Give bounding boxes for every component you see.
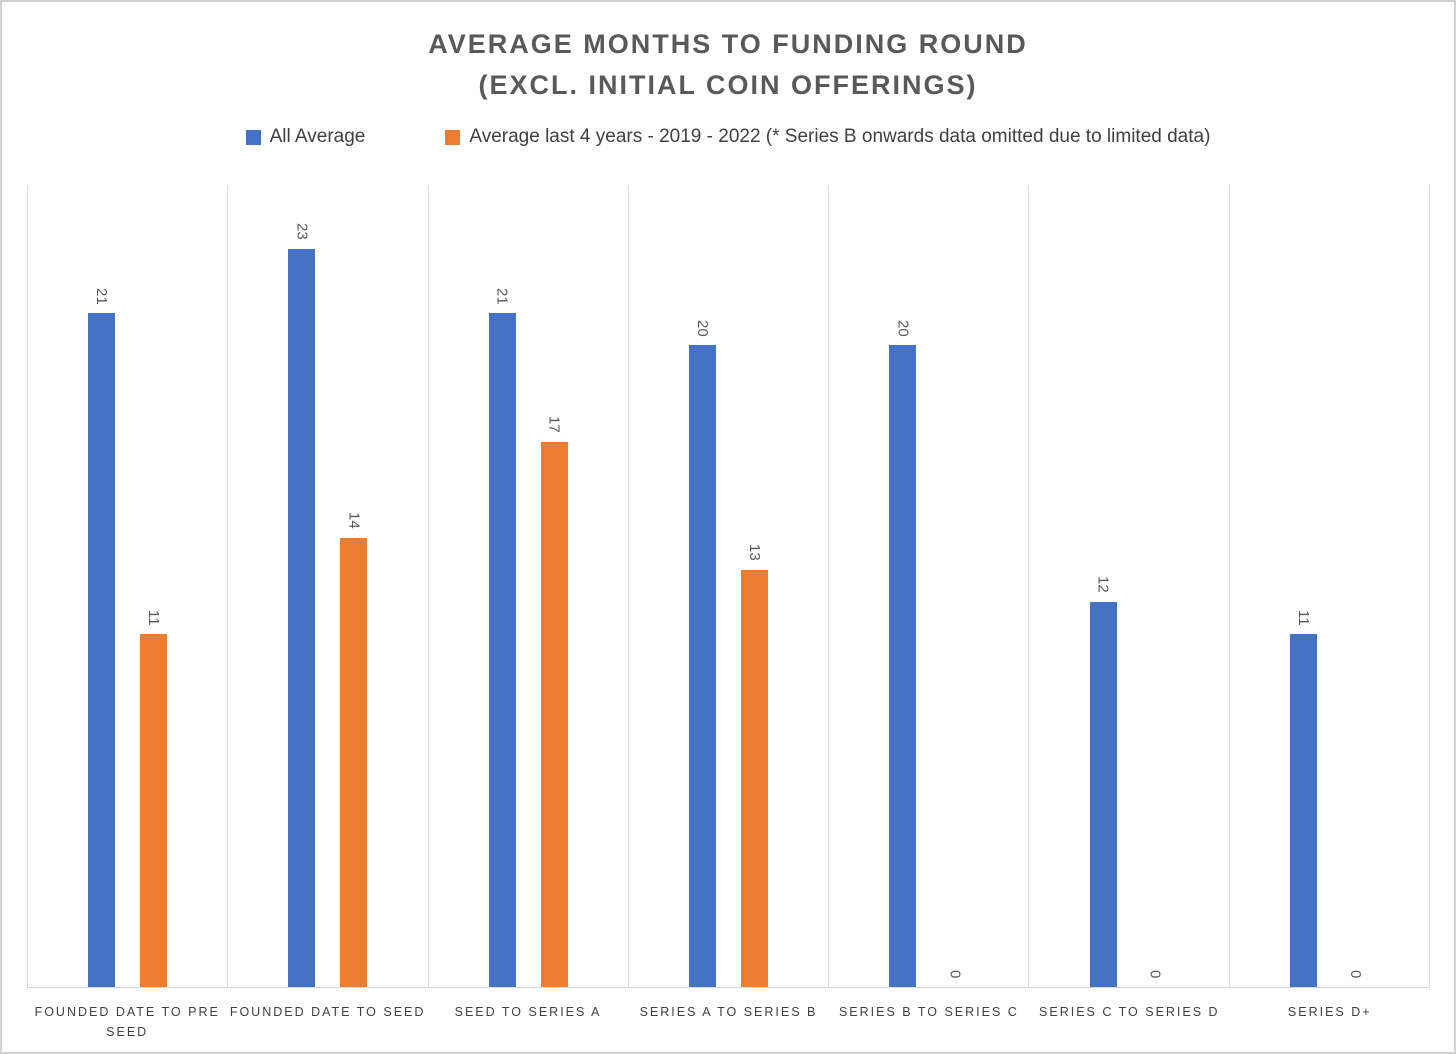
legend-label: Average last 4 years - 2019 - 2022 (* Se… bbox=[469, 126, 1211, 147]
bar-slot: 17 bbox=[540, 185, 568, 987]
x-axis-category-label: SERIES B TO SERIES C bbox=[829, 988, 1029, 1042]
x-axis-category-label-text: SERIES B TO SERIES C bbox=[838, 1005, 1019, 1019]
bar-value-label: 0 bbox=[1346, 969, 1364, 978]
x-axis-category-label: SERIES C TO SERIES D bbox=[1029, 988, 1229, 1042]
bar bbox=[540, 441, 568, 987]
bar bbox=[1089, 602, 1117, 987]
bar-value-label: 13 bbox=[745, 544, 763, 561]
bar-value-label: 20 bbox=[693, 319, 711, 337]
bar-slot: 12 bbox=[1089, 185, 1117, 987]
x-axis-category-label: FOUNDED DATE TO PRE SEED bbox=[27, 988, 227, 1042]
bar-slot: 21 bbox=[488, 185, 516, 987]
x-axis-category-label-text: SERIES C TO SERIES D bbox=[1039, 1005, 1220, 1019]
bar-value-label: 0 bbox=[946, 969, 964, 978]
bar-slot: 0 bbox=[1142, 185, 1169, 987]
chart-title-line1: AVERAGE MONTHS TO FUNDING ROUND bbox=[428, 29, 1028, 59]
bar-slot: 23 bbox=[288, 185, 316, 987]
bar-value-label: 21 bbox=[93, 287, 111, 305]
x-axis-category-label-text: FOUNDED DATE TO PRE SEED bbox=[34, 1005, 220, 1039]
category-group: 23 14 bbox=[227, 185, 427, 987]
bar-value-label: 11 bbox=[145, 609, 163, 626]
bar-slot: 20 bbox=[889, 185, 917, 987]
bar bbox=[140, 634, 168, 987]
bar-value-label: 21 bbox=[493, 287, 511, 305]
bar-slot: 21 bbox=[88, 185, 116, 987]
category-group: 21 17 bbox=[427, 185, 628, 987]
x-axis-category-label: SERIES D+ bbox=[1230, 988, 1430, 1042]
legend-item-series-0: All Average bbox=[245, 126, 366, 148]
bar-slot: 11 bbox=[1289, 185, 1317, 987]
bar-slot: 0 bbox=[1342, 185, 1369, 987]
bar-value-label: 20 bbox=[894, 319, 912, 337]
bar bbox=[889, 345, 917, 987]
bar-value-label: 11 bbox=[1294, 609, 1312, 626]
bar-value-label: 17 bbox=[545, 415, 563, 433]
x-axis-category-label-text: SERIES A TO SERIES B bbox=[639, 1005, 818, 1019]
x-axis-category-label: SERIES A TO SERIES B bbox=[628, 988, 828, 1042]
category-group: 11 0 bbox=[1228, 185, 1430, 987]
bar-value-label: 14 bbox=[345, 512, 363, 529]
bar bbox=[740, 569, 768, 987]
bar bbox=[1289, 634, 1317, 987]
bar-slot: 11 bbox=[140, 185, 168, 987]
category-group: 12 0 bbox=[1028, 185, 1228, 987]
bar bbox=[488, 313, 516, 987]
category-group: 21 11 bbox=[27, 185, 227, 987]
category-group: 20 0 bbox=[828, 185, 1028, 987]
x-axis-category-label-text: SEED TO SERIES A bbox=[454, 1005, 602, 1019]
bar-slot: 20 bbox=[688, 185, 716, 987]
chart-title-line2: (EXCL. INITIAL COIN OFFERINGS) bbox=[478, 70, 978, 100]
x-axis-category-label-text: SERIES D+ bbox=[1287, 1005, 1372, 1019]
chart-title: AVERAGE MONTHS TO FUNDING ROUND (EXCL. I… bbox=[2, 24, 1454, 106]
x-axis: FOUNDED DATE TO PRE SEED FOUNDED DATE TO … bbox=[27, 988, 1430, 1042]
category-group: 20 13 bbox=[627, 185, 828, 987]
bar-slot: 0 bbox=[941, 185, 968, 987]
x-axis-category-label: SEED TO SERIES A bbox=[428, 988, 628, 1042]
x-axis-category-label: FOUNDED DATE TO SEED bbox=[227, 988, 427, 1042]
plot-area: 21 11 23 14 21 17 20 13 20 0 12 0 11 0 bbox=[27, 185, 1430, 988]
legend-swatch-icon bbox=[245, 129, 261, 145]
legend-item-series-1: Average last 4 years - 2019 - 2022 (* Se… bbox=[445, 126, 1210, 148]
plot-wrap: 21 11 23 14 21 17 20 13 20 0 12 0 11 0 FOUNDED DATE T… bbox=[27, 185, 1430, 1042]
bar bbox=[340, 537, 368, 987]
bar bbox=[88, 313, 116, 987]
bar-value-label: 23 bbox=[293, 223, 311, 241]
legend-swatch-icon bbox=[445, 129, 461, 145]
bar bbox=[288, 249, 316, 987]
bar-slot: 14 bbox=[340, 185, 368, 987]
legend-label: All Average bbox=[269, 126, 366, 147]
bar-value-label: 0 bbox=[1146, 969, 1164, 978]
bar-slot: 13 bbox=[740, 185, 768, 987]
x-axis-category-label-text: FOUNDED DATE TO SEED bbox=[229, 1005, 426, 1019]
legend: All Average Average last 4 years - 2019 -… bbox=[2, 126, 1454, 148]
bar bbox=[688, 345, 716, 987]
bar-value-label: 12 bbox=[1094, 576, 1112, 594]
